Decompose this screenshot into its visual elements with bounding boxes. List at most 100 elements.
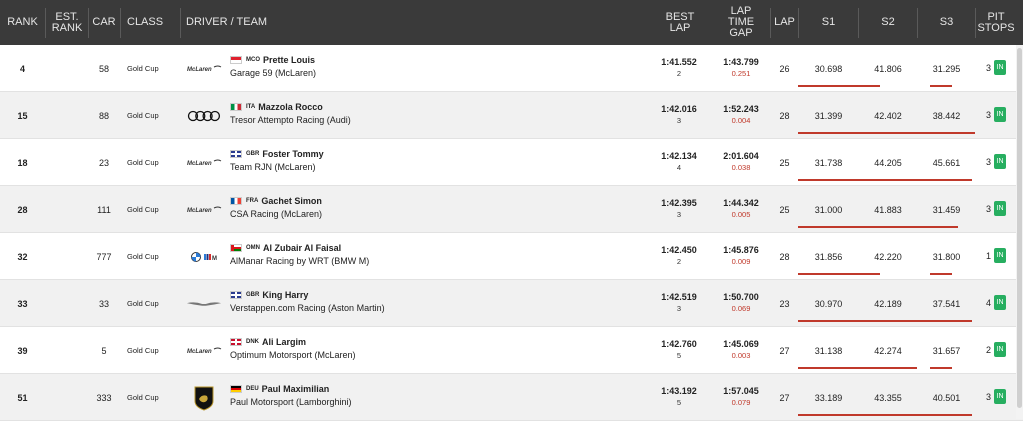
lap-time-gap-cell: 1:45.876 0.009 bbox=[723, 245, 759, 266]
pit-count: 3 bbox=[986, 156, 992, 167]
driver-team-cell[interactable]: GBR Foster Tommy Team RJN (McLaren) bbox=[230, 149, 324, 172]
sector1-progress-bar bbox=[798, 414, 858, 416]
mclaren-logo-icon: McLaren bbox=[187, 159, 222, 167]
table-row[interactable]: 51 333 Gold Cup DEU Paul Maximilian Paul … bbox=[0, 374, 1023, 421]
in-pit-badge[interactable]: IN bbox=[994, 201, 1007, 216]
driver-team-cell[interactable]: DEU Paul Maximilian Paul Motorsport (Lamb… bbox=[230, 384, 352, 407]
driver-team-cell[interactable]: ITA Mazzola Rocco Tresor Attempto Racing … bbox=[230, 102, 351, 125]
class-cell: Gold Cup bbox=[127, 299, 159, 308]
lap-time-gap-cell: 2:01.604 0.038 bbox=[723, 151, 759, 172]
driver-team-cell[interactable]: OMN Al Zubair Al Faisal AlManar Racing by… bbox=[230, 243, 369, 266]
driver-team-cell[interactable]: FRA Gachet Simon CSA Racing (McLaren) bbox=[230, 196, 322, 219]
table-row[interactable]: 28 111 Gold Cup McLaren FRA Gachet Simon … bbox=[0, 186, 1023, 233]
svg-text:McLaren: McLaren bbox=[187, 67, 212, 73]
team-logo bbox=[186, 374, 222, 421]
pit-stops-cell: 3 IN bbox=[986, 201, 1007, 216]
driver-name: GBR King Harry bbox=[230, 290, 385, 300]
header-s3[interactable]: S3 bbox=[939, 16, 954, 28]
header-driver-team[interactable]: DRIVER / TEAM bbox=[186, 16, 268, 28]
header-rank[interactable]: RANK bbox=[7, 16, 38, 28]
sector1-progress-bar bbox=[798, 273, 858, 275]
header-s2[interactable]: S2 bbox=[881, 16, 895, 28]
sector1-progress-bar bbox=[798, 320, 858, 322]
table-row[interactable]: 33 33 Gold Cup GBR King Harry Verstappen.… bbox=[0, 280, 1023, 327]
sector1-progress-bar bbox=[798, 179, 858, 181]
scrollbar-thumb[interactable] bbox=[1017, 48, 1022, 408]
country-code: DNK bbox=[246, 339, 259, 345]
team-name: Verstappen.com Racing (Aston Martin) bbox=[230, 303, 385, 313]
svg-text:McLaren: McLaren bbox=[187, 161, 212, 167]
lap-count: 28 bbox=[779, 110, 790, 121]
sector2-time: 42.402 bbox=[874, 110, 902, 121]
lamborghini-logo-icon bbox=[194, 386, 214, 411]
class-cell: Gold Cup bbox=[127, 346, 159, 355]
country-code: ITA bbox=[246, 104, 256, 110]
sector1-time: 31.399 bbox=[814, 110, 843, 121]
team-logo: McLaren bbox=[186, 139, 222, 186]
in-pit-badge[interactable]: IN bbox=[994, 389, 1007, 404]
sector2-progress-bar bbox=[858, 367, 917, 369]
pit-stops-cell: 1 IN bbox=[986, 248, 1007, 263]
header-car[interactable]: CAR bbox=[92, 16, 116, 28]
in-pit-badge[interactable]: IN bbox=[994, 60, 1007, 75]
lap-count: 27 bbox=[779, 392, 790, 403]
flag-gbr-icon bbox=[230, 150, 242, 158]
header-s1[interactable]: S1 bbox=[821, 16, 836, 28]
svg-text:McLaren: McLaren bbox=[187, 349, 212, 355]
lap-count: 28 bbox=[779, 251, 790, 262]
in-pit-badge[interactable]: IN bbox=[994, 154, 1007, 169]
driver-team-cell[interactable]: MCO Prette Louis Garage 59 (McLaren) bbox=[230, 55, 316, 78]
car-number: 58 bbox=[98, 63, 109, 74]
leaderboard-header: RANK EST. RANK CAR CLASS DRIVER / TEAM BE… bbox=[0, 0, 1023, 45]
rank-cell: 33 bbox=[17, 298, 28, 309]
class-cell: Gold Cup bbox=[127, 205, 159, 214]
team-name: Garage 59 (McLaren) bbox=[230, 68, 317, 78]
sector2-time: 41.806 bbox=[874, 63, 902, 74]
best-lap-cell: 1:42.760 5 bbox=[661, 339, 697, 360]
table-row[interactable]: 39 5 Gold Cup McLaren DNK Ali Largim Opti… bbox=[0, 327, 1023, 374]
header-class[interactable]: CLASS bbox=[127, 16, 164, 28]
lap-time-gap-cell: 1:57.045 0.079 bbox=[723, 386, 759, 407]
in-pit-badge[interactable]: IN bbox=[994, 342, 1007, 357]
sector3-progress-bar bbox=[930, 85, 952, 87]
header-best-lap[interactable]: BEST LAP bbox=[665, 10, 695, 34]
in-pit-badge[interactable]: IN bbox=[994, 248, 1007, 263]
rank-cell: 51 bbox=[17, 392, 28, 403]
driver-name: GBR Foster Tommy bbox=[230, 149, 324, 159]
sector3-time: 40.501 bbox=[932, 392, 961, 403]
team-logo bbox=[186, 92, 222, 139]
svg-text:M: M bbox=[212, 256, 217, 262]
sector2-progress-bar bbox=[858, 414, 917, 416]
best-lap-cell: 1:42.016 3 bbox=[661, 104, 697, 125]
in-pit-badge[interactable]: IN bbox=[994, 295, 1007, 310]
driver-team-cell[interactable]: GBR King Harry Verstappen.com Racing (Ast… bbox=[230, 290, 385, 313]
header-lap-time-gap[interactable]: LAP TIME GAP bbox=[727, 5, 755, 39]
in-pit-badge[interactable]: IN bbox=[994, 107, 1007, 122]
table-row[interactable]: 32 777 Gold Cup M OMN Al Zubair Al Faisal… bbox=[0, 233, 1023, 280]
sector1-time: 33.189 bbox=[814, 392, 843, 403]
sector1-time: 30.970 bbox=[814, 298, 843, 309]
team-logo: McLaren bbox=[186, 327, 222, 374]
flag-deu-icon bbox=[230, 385, 242, 393]
driver-team-cell[interactable]: DNK Ali Largim Optimum Motorsport (McLare… bbox=[230, 337, 356, 360]
pit-count: 1 bbox=[986, 250, 992, 261]
driver-name: MCO Prette Louis bbox=[230, 55, 316, 65]
rank-cell: 4 bbox=[19, 63, 25, 74]
team-name: AlManar Racing by WRT (BMW M) bbox=[230, 256, 370, 266]
pit-count: 4 bbox=[986, 297, 992, 308]
sector2-progress-bar bbox=[858, 132, 917, 134]
table-row[interactable]: 4 58 Gold Cup McLaren MCO Prette Louis Ga… bbox=[0, 45, 1023, 92]
sector2-progress-bar bbox=[858, 179, 917, 181]
header-est-rank[interactable]: EST. RANK bbox=[51, 10, 83, 34]
class-cell: Gold Cup bbox=[127, 252, 159, 261]
best-lap-cell: 1:41.552 2 bbox=[661, 57, 697, 78]
car-number: 88 bbox=[98, 110, 109, 121]
table-row[interactable]: 15 88 Gold Cup ITA Mazzola Rocco Tresor A… bbox=[0, 92, 1023, 139]
header-lap[interactable]: LAP bbox=[774, 16, 795, 28]
aston-martin-logo-icon bbox=[186, 301, 222, 306]
team-logo: McLaren bbox=[186, 186, 222, 233]
team-name: Optimum Motorsport (McLaren) bbox=[230, 350, 356, 360]
table-row[interactable]: 18 23 Gold Cup McLaren GBR Foster Tommy T… bbox=[0, 139, 1023, 186]
header-pit-stops[interactable]: PIT STOPS bbox=[977, 10, 1015, 34]
sector3-time: 31.295 bbox=[932, 63, 961, 74]
